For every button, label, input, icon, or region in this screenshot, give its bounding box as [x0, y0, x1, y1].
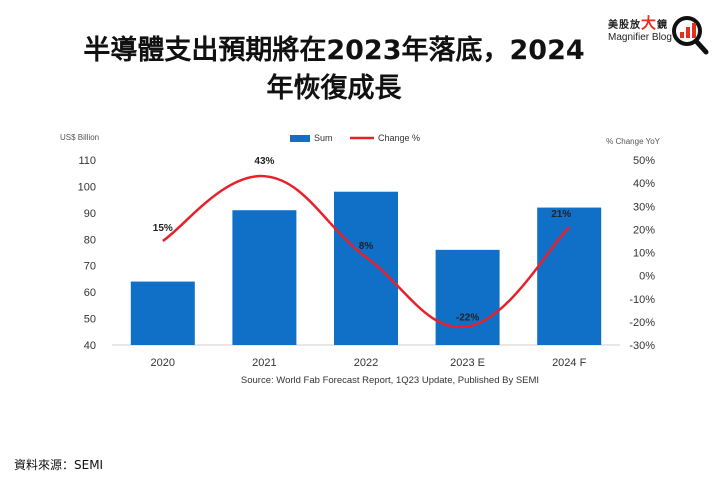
- line-data-label: -22%: [456, 313, 479, 324]
- footer-source: 資料來源：SEMI: [14, 458, 104, 472]
- chart-source: Source: World Fab Forecast Report, 1Q23 …: [241, 375, 539, 386]
- y-left-tick-label: 100: [78, 181, 96, 193]
- y-right-tick-label: -30%: [629, 340, 655, 352]
- legend-label-sum: Sum: [314, 133, 333, 143]
- title-line-1: 半導體支出預期將在2023年落底，2024: [83, 35, 585, 66]
- bar: [537, 207, 602, 345]
- title-line-2: 年恢復成長: [266, 73, 402, 104]
- bar-series: [130, 191, 602, 345]
- bar: [334, 191, 398, 345]
- y-left-tick-label: 40: [84, 340, 96, 352]
- y-left-axis-label: US$ Billion: [60, 133, 99, 142]
- page-title: 半導體支出預期將在2023年落底，2024 年恢復成長: [60, 32, 608, 108]
- x-tick-label: 2021: [252, 357, 276, 369]
- bar: [435, 249, 500, 345]
- x-tick-label: 2023 E: [450, 357, 485, 369]
- bar: [130, 281, 195, 345]
- x-tick-label: 2022: [354, 357, 378, 369]
- x-tick-label: 2024 F: [552, 357, 587, 369]
- line-data-label: 15%: [153, 223, 173, 234]
- y-right-axis-label: % Change YoY: [606, 137, 660, 146]
- line-data-label: 43%: [254, 156, 274, 167]
- y-right-tick-label: 30%: [633, 201, 655, 213]
- bar: [232, 210, 297, 345]
- logo-cn-big: 大: [641, 14, 658, 32]
- y-right-tick-label: -20%: [629, 317, 655, 329]
- chart-legend: Sum Change %: [290, 133, 420, 143]
- logo-english: Magnifier Blog: [608, 32, 672, 43]
- y-right-ticks: -30% -20% -10% 0% 10% 20% 30% 40% 50%: [629, 155, 655, 352]
- logo-cn-prefix: 美股放: [608, 20, 641, 31]
- x-ticks: 2020 2021 2022 2023 E 2024 F: [151, 357, 587, 369]
- y-left-tick-label: 50: [84, 314, 96, 326]
- y-left-tick-label: 60: [84, 287, 96, 299]
- y-left-tick-label: 110: [78, 155, 96, 167]
- x-tick-label: 2020: [151, 357, 175, 369]
- y-left-tick-label: 80: [84, 234, 96, 246]
- legend-swatch-sum: [290, 135, 310, 142]
- line-data-label: 8%: [359, 241, 374, 252]
- logo-chinese: 美股放大鏡: [608, 12, 668, 33]
- line-data-labels: 15% 43% 8% -22% 21%: [153, 156, 572, 323]
- change-line: [162, 174, 571, 329]
- brand-logo: 美股放大鏡 Magnifier Blog: [608, 10, 716, 62]
- y-right-tick-label: 10%: [633, 248, 655, 260]
- y-left-ticks: 40 50 60 70 80 90 100 110: [78, 155, 96, 352]
- y-right-tick-label: 20%: [633, 224, 655, 236]
- y-right-tick-label: 0%: [639, 271, 655, 283]
- y-right-tick-label: 50%: [633, 155, 655, 167]
- magnifier-chart-icon: [672, 16, 709, 55]
- y-left-tick-label: 90: [84, 208, 96, 220]
- y-left-tick-label: 70: [84, 261, 96, 273]
- y-right-tick-label: 40%: [633, 178, 655, 190]
- legend-label-change: Change %: [378, 133, 420, 143]
- line-data-label: 21%: [551, 209, 571, 220]
- y-right-tick-label: -10%: [629, 294, 655, 306]
- logo-cn-suffix: 鏡: [657, 20, 669, 31]
